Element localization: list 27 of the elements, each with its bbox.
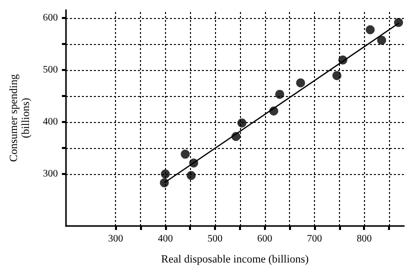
x-axis-title: Real disposable income (billions) xyxy=(161,254,310,266)
x-tick-label: 500 xyxy=(208,234,223,244)
x-tick-label: 300 xyxy=(108,234,124,244)
point xyxy=(189,158,198,168)
y-tick-label: 600 xyxy=(42,12,58,24)
point xyxy=(366,25,375,34)
point xyxy=(296,78,306,88)
point xyxy=(231,132,240,141)
point xyxy=(332,71,342,80)
x-tick-label: 800 xyxy=(356,234,372,244)
point xyxy=(237,118,246,128)
y-axis-title: Consumer spending (billions) xyxy=(8,74,32,162)
point xyxy=(180,150,190,159)
point xyxy=(377,36,386,45)
y-tick-label: 300 xyxy=(42,168,58,180)
point xyxy=(275,90,284,99)
y-tick-label: 500 xyxy=(42,64,58,76)
x-tick-label: 400 xyxy=(158,234,173,244)
point xyxy=(186,171,196,180)
point xyxy=(160,178,169,188)
point xyxy=(338,55,348,64)
y-tick-label: 400 xyxy=(42,116,58,128)
point xyxy=(269,106,278,116)
x-tick-label: 600 xyxy=(257,234,272,244)
x-tick-label: 700 xyxy=(307,234,322,244)
point xyxy=(394,18,404,27)
point xyxy=(160,169,170,178)
